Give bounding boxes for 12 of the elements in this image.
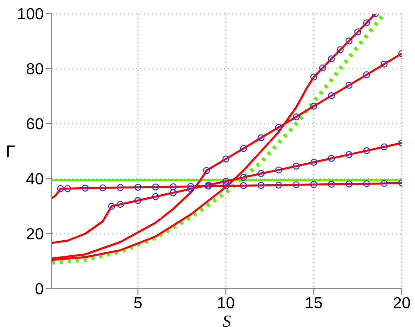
y-tick-label: 60 — [26, 116, 44, 134]
y-tick-label: 100 — [17, 6, 44, 24]
y-tick-label: 80 — [26, 62, 44, 79]
y-axis-title: Γ — [6, 142, 16, 162]
y-tick-label: 40 — [26, 172, 44, 189]
x-tick-label: 15 — [305, 295, 324, 312]
y-tick-label: 20 — [26, 226, 44, 244]
x-tick-label: 5 — [134, 295, 143, 312]
x-tick-label: 20 — [393, 295, 411, 312]
x-axis-title: S — [222, 312, 232, 327]
y-tick-label: 0 — [35, 282, 44, 299]
x-tick-label: 10 — [217, 295, 236, 312]
